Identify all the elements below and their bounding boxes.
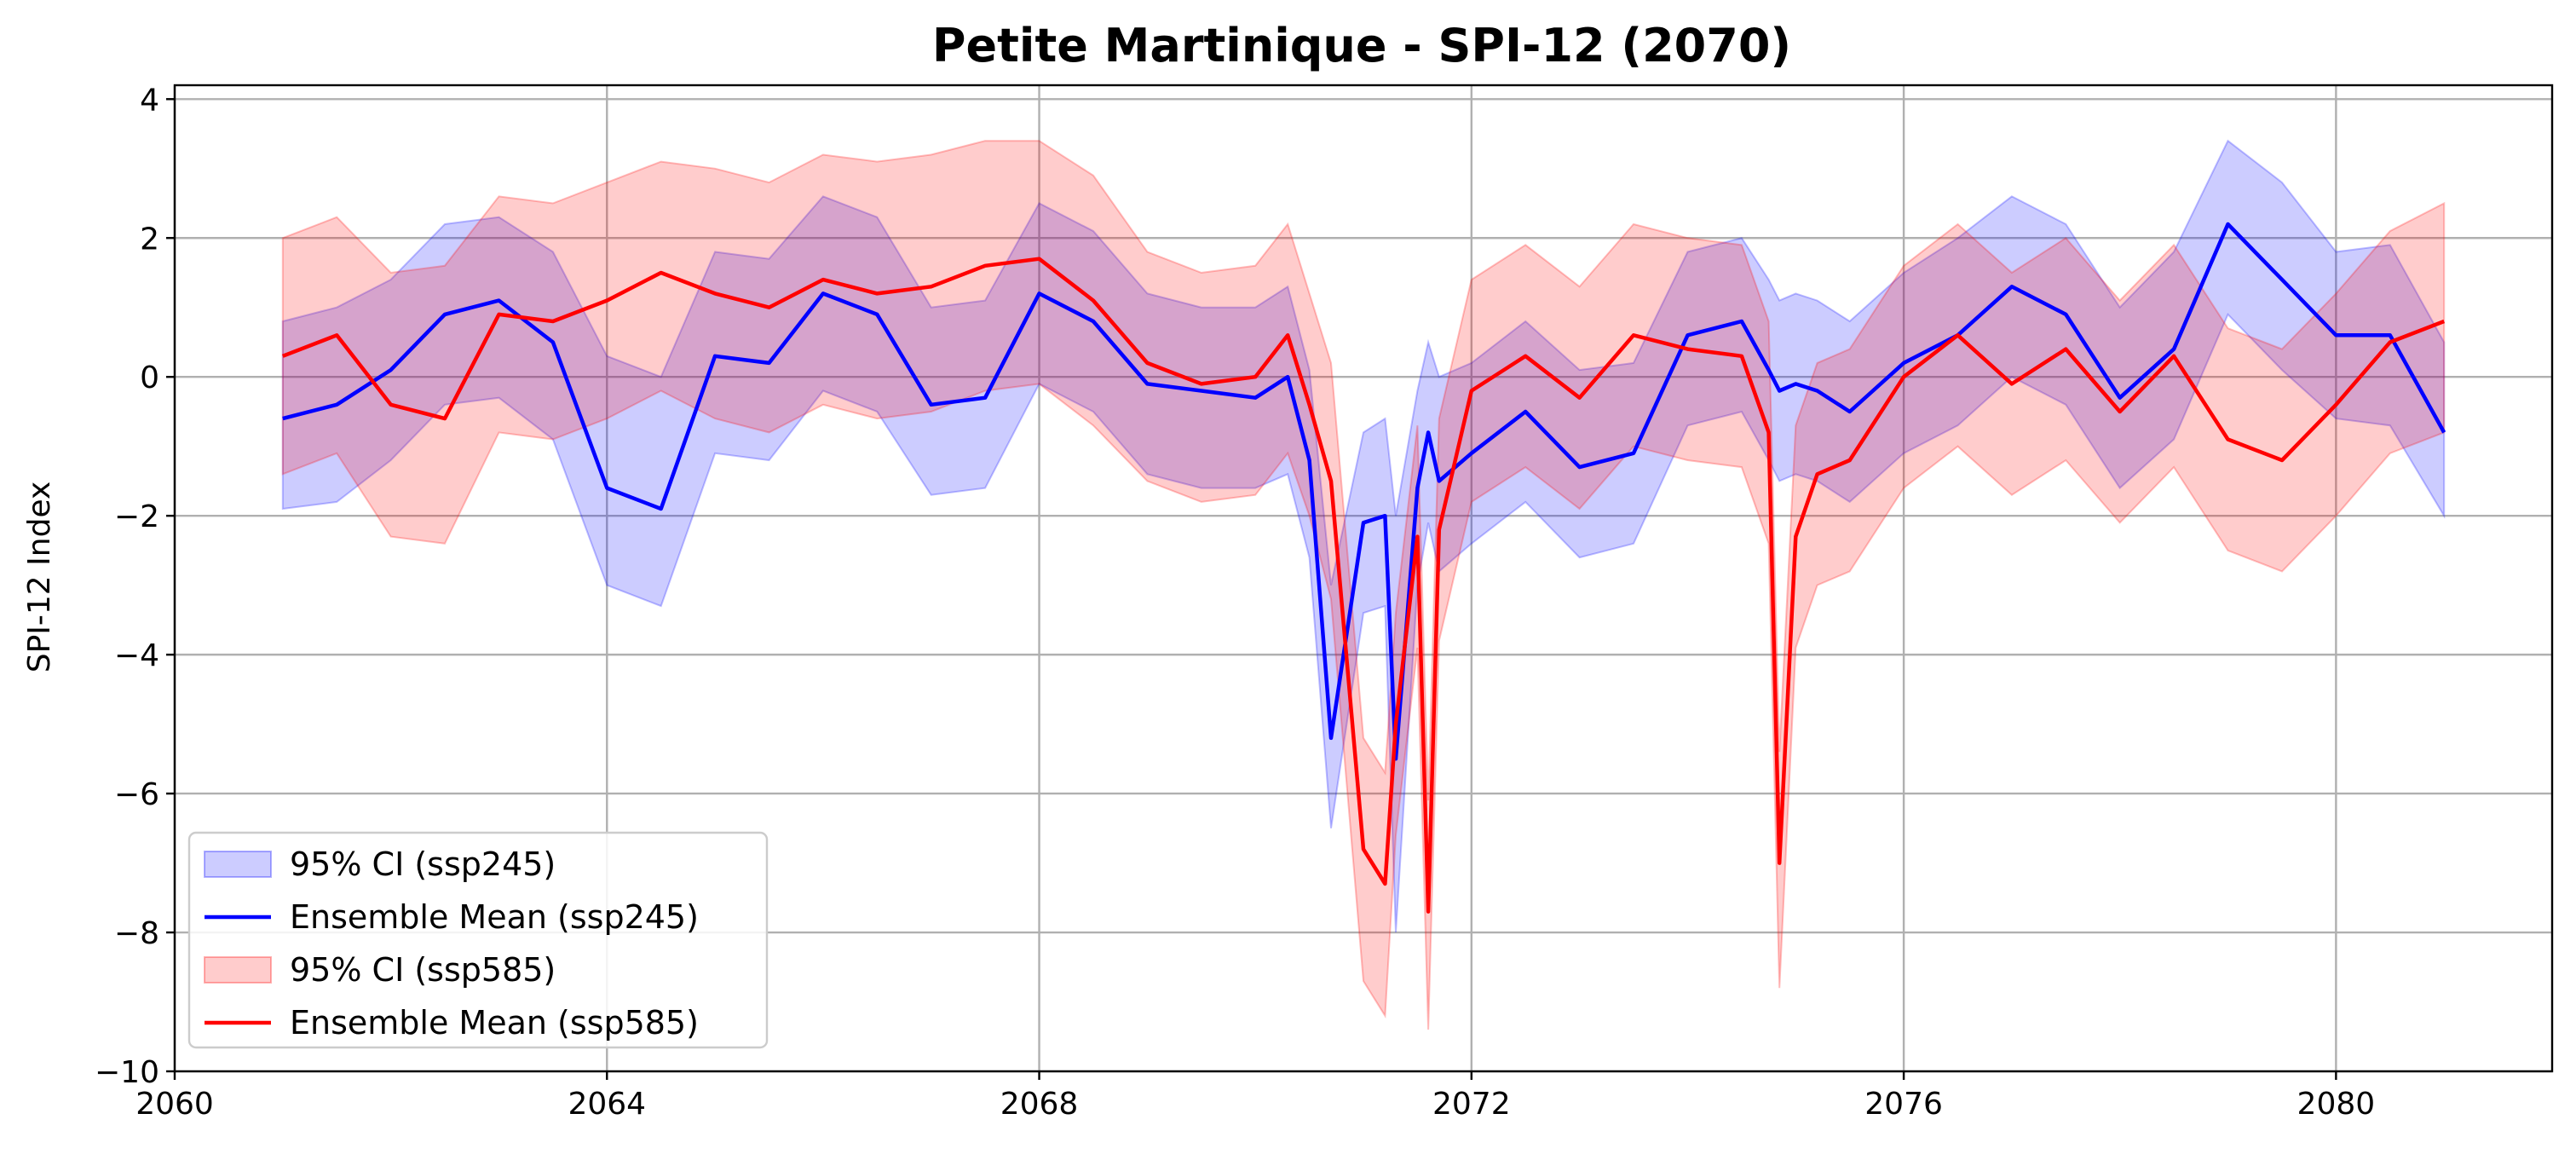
legend-label: Ensemble Mean (ssp245)	[290, 898, 699, 936]
x-tick-label: 2064	[568, 1087, 646, 1122]
legend-swatch-band	[204, 851, 272, 878]
legend: 95% CI (ssp245) Ensemble Mean (ssp245) 95%…	[187, 831, 769, 1049]
legend-label: 95% CI (ssp245)	[290, 845, 556, 883]
ci-band-series-0	[281, 139, 2446, 933]
legend-frame	[187, 831, 769, 1049]
y-axis-label: SPI-12 Index	[22, 482, 57, 673]
x-tick-label: 2072	[1432, 1087, 1511, 1122]
y-tick-label: −8	[114, 916, 159, 951]
x-axis-ticks: 2060 2064 2068 2072 2076 2080	[135, 1071, 2375, 1122]
y-tick-label: 0	[140, 361, 159, 395]
plot-area	[173, 84, 2554, 1073]
mean-lines	[281, 222, 2446, 914]
legend-label: Ensemble Mean (ssp585)	[290, 1004, 699, 1041]
x-tick-label: 2080	[2297, 1087, 2376, 1122]
y-tick-label: −6	[114, 777, 159, 812]
x-tick-label: 2076	[1864, 1087, 1943, 1122]
mean-line-series-1	[281, 257, 2446, 914]
x-tick-label: 2060	[135, 1087, 214, 1122]
legend-swatch-band	[204, 956, 272, 984]
y-tick-label: −4	[114, 638, 159, 673]
legend-label: 95% CI (ssp585)	[290, 951, 556, 989]
y-tick-label: −10	[95, 1055, 159, 1090]
y-tick-label: 4	[140, 83, 159, 118]
y-tick-label: 2	[140, 222, 159, 257]
y-tick-label: −2	[114, 499, 159, 534]
plot-frame	[173, 84, 2554, 1073]
y-axis-ticks: 4 2 0 −2 −4 −6 −8 −10	[95, 83, 175, 1090]
x-tick-label: 2068	[1000, 1087, 1079, 1122]
chart-title: Petite Martinique - SPI-12 (2070)	[932, 19, 1791, 72]
